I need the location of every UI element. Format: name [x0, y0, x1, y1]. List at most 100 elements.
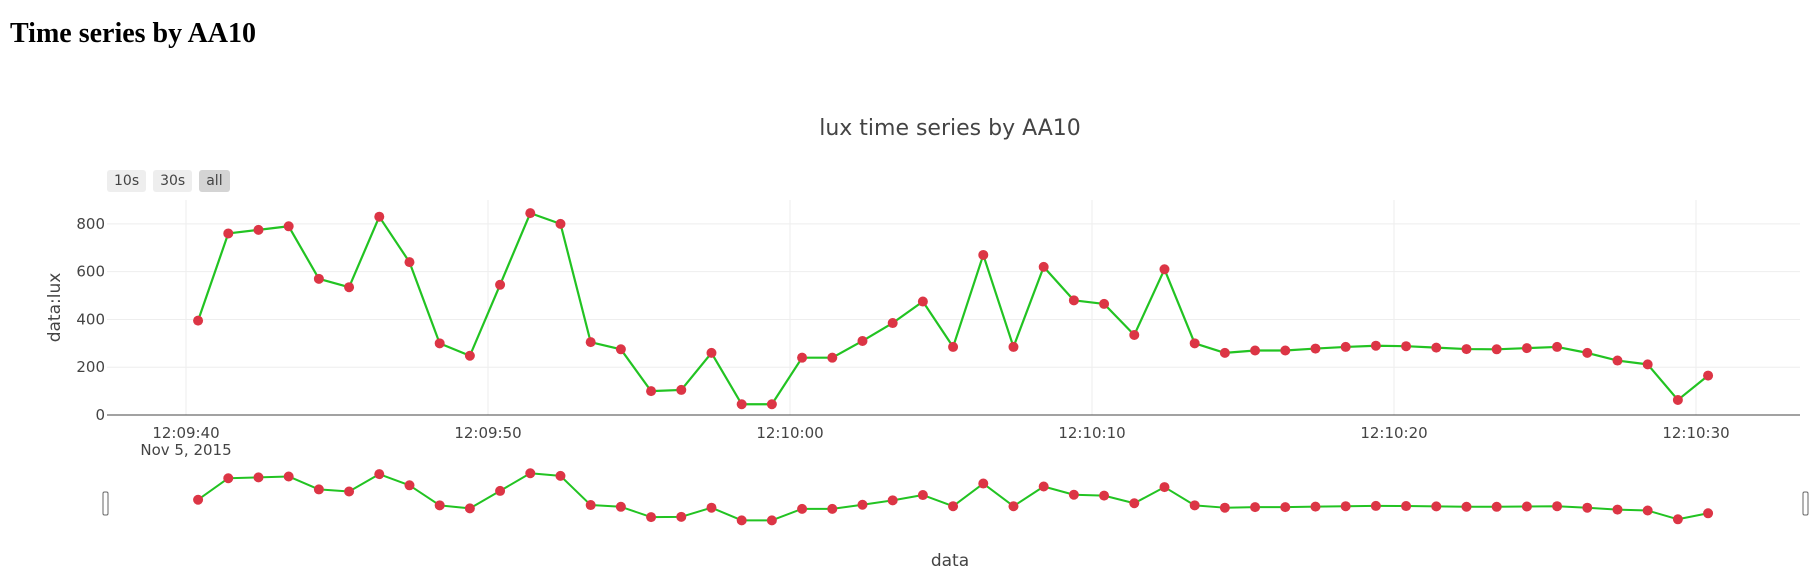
x-tick-label: 12:10:20 — [1360, 424, 1427, 442]
range-slider-point — [797, 503, 808, 514]
range-slider-point — [1582, 502, 1593, 513]
x-date-label: Nov 5, 2015 — [140, 441, 231, 459]
data-point — [223, 228, 234, 239]
range-slider-point — [1250, 502, 1261, 513]
range-slider-point — [1038, 481, 1049, 492]
range-slider-point — [1642, 505, 1653, 516]
data-point — [1068, 295, 1079, 306]
range-slider-point — [827, 503, 838, 514]
data-point — [313, 273, 324, 284]
x-tick-label: 12:10:10 — [1058, 424, 1125, 442]
data-point — [1038, 261, 1049, 272]
range-slider-point — [1129, 498, 1140, 509]
range-slider-point — [495, 485, 506, 496]
data-point — [887, 318, 898, 329]
data-point — [374, 211, 385, 222]
data-point — [1370, 340, 1381, 351]
range-slider[interactable] — [193, 468, 1714, 526]
range-slider-point — [1521, 501, 1532, 512]
range-slider-point — [1672, 514, 1683, 525]
range-slider-point — [193, 494, 204, 505]
data-point — [1612, 355, 1623, 366]
data-point — [344, 282, 355, 293]
range-slider-point — [1461, 501, 1472, 512]
data-point — [1431, 342, 1442, 353]
range-slider-point — [464, 503, 475, 514]
range-button-10s[interactable]: 10s — [107, 170, 147, 192]
range-slider-point — [1310, 501, 1321, 512]
data-point — [1552, 341, 1563, 352]
range-slider-point — [253, 472, 264, 483]
range-slider-point — [313, 484, 324, 495]
data-point — [676, 384, 687, 395]
data-point — [495, 279, 506, 290]
range-slider-left-handle[interactable] — [102, 491, 109, 516]
y-tick-label: 0 — [95, 406, 105, 424]
data-point — [1642, 359, 1653, 370]
data-point — [646, 386, 657, 397]
lux-series — [193, 208, 1714, 410]
range-slider-point — [646, 512, 657, 523]
range-slider-point — [978, 478, 989, 489]
data-point — [1129, 329, 1140, 340]
data-point — [253, 224, 264, 235]
data-point — [706, 347, 717, 358]
range-slider-point — [525, 468, 536, 479]
data-point — [555, 218, 566, 229]
range-slider-point — [766, 515, 777, 526]
range-slider-point — [1068, 489, 1079, 500]
data-point — [404, 257, 415, 268]
range-slider-right-handle[interactable] — [1802, 491, 1809, 516]
data-point — [1099, 298, 1110, 309]
x-tick-label: 12:10:30 — [1662, 424, 1729, 442]
range-slider-point — [1280, 502, 1291, 513]
range-selector: 10s 30s all — [107, 170, 230, 192]
lux-series-line — [197, 212, 1709, 406]
y-axis-ticks: 0 200 400 600 800 — [76, 215, 105, 424]
range-button-all[interactable]: all — [199, 170, 230, 192]
y-tick-label: 400 — [76, 310, 105, 328]
x-axis-ticks: 12:09:40 12:09:50 12:10:00 12:10:10 12:10:20… — [152, 424, 1729, 442]
data-point — [283, 221, 294, 232]
data-point — [464, 350, 475, 361]
data-point — [948, 341, 959, 352]
range-slider-point — [223, 473, 234, 484]
data-point — [1521, 343, 1532, 354]
page-title: Time series by AA10 — [10, 18, 257, 49]
range-slider-point — [676, 511, 687, 522]
data-point — [1189, 338, 1200, 349]
grid-lines — [107, 200, 1800, 415]
x-axis-title: data — [931, 551, 969, 571]
data-point — [1703, 370, 1714, 381]
data-point — [736, 399, 747, 410]
data-point — [1008, 341, 1019, 352]
data-point — [1310, 343, 1321, 354]
x-tick-label: 12:09:40 — [152, 424, 219, 442]
data-point — [1280, 345, 1291, 356]
data-point — [797, 352, 808, 363]
range-slider-point — [585, 500, 596, 511]
range-slider-point — [555, 470, 566, 481]
range-slider-point — [374, 469, 385, 480]
data-point — [1159, 264, 1170, 275]
range-slider-point — [706, 502, 717, 513]
data-point — [1461, 344, 1472, 355]
y-tick-label: 600 — [76, 263, 105, 281]
range-slider-point — [283, 471, 294, 482]
x-tick-label: 12:10:00 — [756, 424, 823, 442]
range-slider-point — [1008, 501, 1019, 512]
range-slider-point — [857, 499, 868, 510]
range-slider-point — [1612, 504, 1623, 515]
data-point — [917, 296, 928, 307]
data-point — [1219, 347, 1230, 358]
range-slider-point — [1159, 482, 1170, 493]
range-button-30s[interactable]: 30s — [153, 170, 193, 192]
range-slider-point — [1099, 490, 1110, 501]
y-tick-label: 800 — [76, 215, 105, 233]
range-slider-point — [1189, 500, 1200, 511]
data-point — [1491, 344, 1502, 355]
range-slider-point — [1491, 501, 1502, 512]
range-slider-point — [1431, 501, 1442, 512]
range-slider-point — [1340, 501, 1351, 512]
range-slider-point — [1370, 500, 1381, 511]
